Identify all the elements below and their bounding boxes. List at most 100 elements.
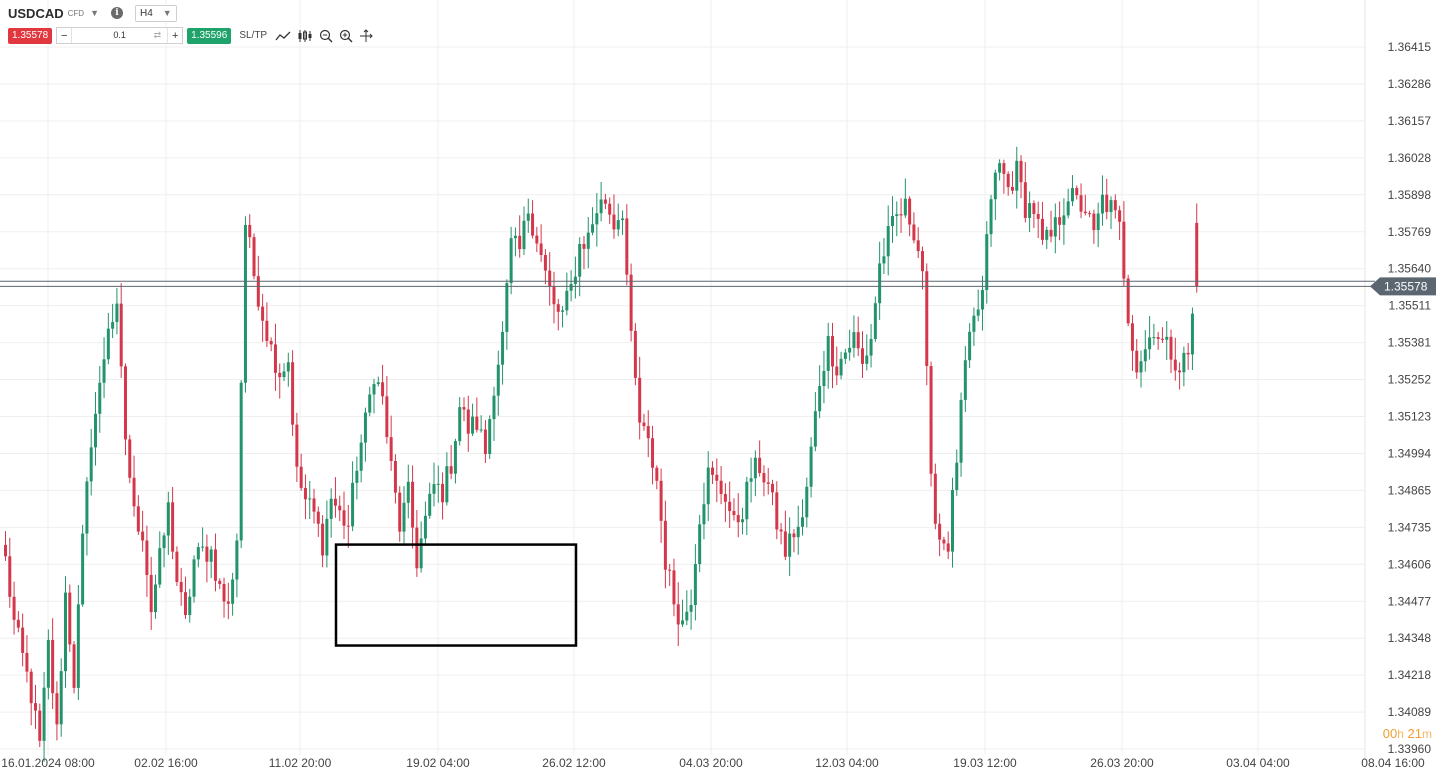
candle-body bbox=[1032, 203, 1036, 215]
candle-body bbox=[633, 330, 637, 378]
candle bbox=[1053, 203, 1057, 254]
candle bbox=[912, 212, 916, 244]
candle bbox=[145, 525, 149, 597]
candle-body bbox=[843, 352, 847, 359]
candle-body bbox=[938, 523, 942, 540]
candle-body bbox=[1019, 160, 1023, 183]
candle bbox=[368, 386, 372, 417]
sltp-button[interactable]: SL/TP bbox=[239, 30, 268, 41]
swap-icon[interactable]: ⇄ bbox=[153, 30, 162, 40]
candle-body bbox=[920, 251, 924, 272]
candle-body bbox=[685, 611, 689, 621]
candle bbox=[1182, 346, 1186, 387]
candle bbox=[732, 498, 736, 521]
candle-body bbox=[993, 172, 997, 200]
quantity-input[interactable]: 0.1 ⇄ bbox=[71, 28, 169, 43]
candle bbox=[1195, 203, 1199, 293]
crosshair-icon[interactable] bbox=[359, 28, 373, 43]
candle-body bbox=[351, 482, 355, 527]
candle bbox=[436, 465, 440, 503]
x-tick-label: 26.03 20:00 bbox=[1090, 756, 1154, 770]
timeframe-select[interactable]: H4 ▼ bbox=[135, 4, 177, 22]
quantity-increase-button[interactable]: + bbox=[171, 29, 179, 42]
time-axis: 16.01.2024 08:00 02.02 16:00 11.02 20:00 19… bbox=[1, 756, 1425, 770]
candle bbox=[1045, 226, 1049, 250]
candle-body bbox=[406, 481, 410, 503]
line-chart-icon[interactable] bbox=[275, 30, 291, 42]
candle bbox=[535, 226, 539, 253]
candle bbox=[453, 438, 457, 484]
candle bbox=[1156, 331, 1160, 350]
symbol-name[interactable]: USDCAD bbox=[8, 5, 64, 21]
candle-body bbox=[646, 426, 650, 439]
candle-body bbox=[1015, 160, 1019, 191]
candle bbox=[98, 366, 102, 433]
candle bbox=[1075, 185, 1079, 200]
quantity-stepper[interactable]: − 0.1 ⇄ + bbox=[56, 27, 184, 44]
candle bbox=[813, 392, 817, 452]
candle-body bbox=[513, 235, 517, 239]
candle bbox=[1006, 171, 1010, 196]
candle-body bbox=[59, 671, 63, 725]
candle-body bbox=[968, 331, 972, 361]
candle bbox=[29, 668, 33, 726]
candle bbox=[342, 491, 346, 540]
candle bbox=[531, 200, 535, 239]
candle-body bbox=[25, 652, 29, 672]
candle-body bbox=[175, 551, 179, 582]
highlight-box[interactable] bbox=[334, 543, 578, 647]
candle-body bbox=[1195, 222, 1199, 287]
candle-body bbox=[445, 466, 449, 503]
candle bbox=[775, 481, 779, 540]
candle-body bbox=[1079, 195, 1083, 212]
candlestick-icon[interactable] bbox=[297, 29, 313, 43]
candle-body bbox=[179, 581, 183, 593]
candle bbox=[329, 488, 333, 538]
info-icon[interactable]: i bbox=[111, 7, 123, 19]
candle bbox=[303, 474, 307, 520]
candle-body bbox=[1135, 350, 1139, 373]
zoom-out-icon[interactable] bbox=[319, 29, 333, 43]
quantity-decrease-button[interactable]: − bbox=[60, 29, 68, 42]
buy-price-button[interactable]: 1.35596 bbox=[187, 27, 232, 44]
candle-body bbox=[595, 213, 599, 225]
candle-body bbox=[818, 386, 822, 412]
y-tick-label: 1.36415 bbox=[1388, 40, 1432, 54]
candle bbox=[1160, 327, 1164, 343]
candle-body bbox=[21, 627, 25, 653]
candle-body bbox=[321, 523, 325, 556]
candle-body bbox=[33, 703, 37, 711]
candle-body bbox=[316, 511, 320, 524]
candle bbox=[950, 477, 954, 568]
candle-body bbox=[441, 483, 445, 503]
current-price-label: 1.35578 bbox=[1384, 279, 1428, 293]
countdown-hours-unit: h bbox=[1397, 727, 1404, 741]
candle-body bbox=[166, 502, 170, 536]
candle-body bbox=[471, 416, 475, 434]
y-tick-label: 1.36286 bbox=[1388, 77, 1432, 91]
candle-body bbox=[925, 271, 929, 367]
candle bbox=[1019, 155, 1023, 199]
sell-price-button[interactable]: 1.35578 bbox=[8, 27, 53, 44]
candle-body bbox=[248, 224, 252, 238]
candle-body bbox=[1160, 338, 1164, 340]
candle bbox=[72, 641, 76, 694]
candle-body bbox=[989, 199, 993, 235]
candle bbox=[792, 529, 796, 553]
candle-body bbox=[852, 332, 856, 348]
candle bbox=[826, 322, 830, 389]
candle-body bbox=[543, 255, 547, 271]
x-tick-label: 16.01.2024 08:00 bbox=[1, 756, 95, 770]
candle-body bbox=[389, 437, 393, 461]
candle bbox=[625, 204, 629, 286]
candle bbox=[406, 464, 410, 519]
candle bbox=[136, 495, 140, 535]
candle-body bbox=[505, 283, 509, 332]
zoom-in-icon[interactable] bbox=[339, 29, 353, 43]
candle-body bbox=[912, 224, 916, 241]
candle-body bbox=[591, 224, 595, 233]
candle bbox=[312, 488, 316, 524]
symbol-dropdown-icon[interactable]: ▼ bbox=[90, 8, 99, 18]
candle-body bbox=[329, 498, 333, 519]
